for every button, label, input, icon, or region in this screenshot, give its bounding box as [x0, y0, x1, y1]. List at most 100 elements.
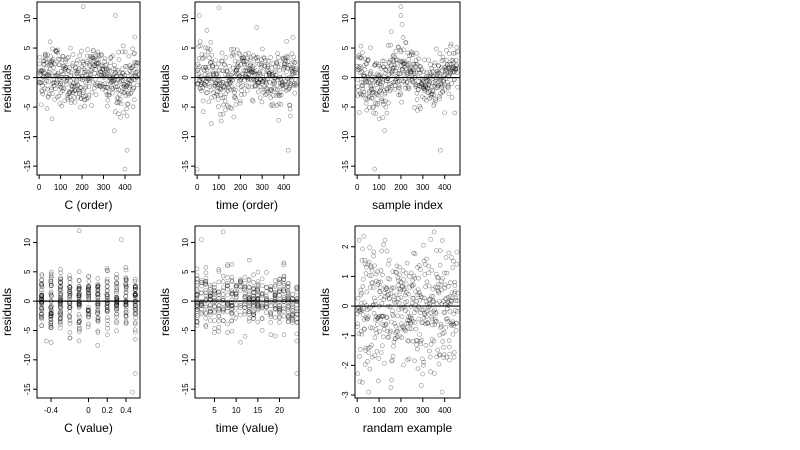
- data-point: [356, 65, 362, 70]
- data-point: [442, 110, 447, 116]
- data-point: [71, 76, 76, 82]
- data-point: [89, 103, 94, 108]
- data-point: [104, 85, 110, 90]
- data-point: [412, 275, 418, 281]
- x-axis-title: randam example: [363, 421, 453, 435]
- data-point: [384, 78, 389, 83]
- data-point: [194, 293, 200, 298]
- data-point: [255, 303, 261, 308]
- data-point: [386, 257, 392, 263]
- data-point: [58, 284, 64, 289]
- data-point: [422, 83, 428, 88]
- data-point: [225, 82, 231, 87]
- data-point: [434, 301, 440, 307]
- data-point: [133, 310, 138, 316]
- data-point: [58, 291, 63, 296]
- data-point: [434, 68, 440, 74]
- data-point: [281, 281, 287, 286]
- data-point: [88, 56, 94, 62]
- data-point: [240, 71, 246, 77]
- data-point: [125, 101, 131, 107]
- data-point: [259, 291, 265, 297]
- data-point: [238, 283, 243, 288]
- data-point: [238, 279, 243, 284]
- data-point: [128, 90, 134, 96]
- data-point: [230, 65, 236, 71]
- data-point: [64, 55, 70, 61]
- data-point: [431, 299, 437, 305]
- data-point: [199, 307, 204, 312]
- data-point: [378, 85, 384, 90]
- data-point: [227, 63, 232, 69]
- data-points: [354, 4, 460, 172]
- data-point: [72, 99, 78, 105]
- data-point: [398, 295, 404, 300]
- data-point: [211, 82, 217, 87]
- data-point: [442, 87, 448, 93]
- data-point: [212, 290, 217, 296]
- data-point: [276, 55, 281, 60]
- data-point: [383, 284, 388, 290]
- data-point: [92, 71, 98, 76]
- data-point: [251, 311, 256, 317]
- data-point: [240, 55, 245, 61]
- data-point: [389, 377, 394, 383]
- data-point: [406, 85, 412, 91]
- data-point: [76, 312, 82, 317]
- data-point: [423, 74, 429, 80]
- data-point: [37, 61, 42, 67]
- data-point: [58, 280, 63, 285]
- data-point: [216, 295, 222, 301]
- data-point: [443, 67, 449, 73]
- data-point: [114, 87, 119, 93]
- data-point: [220, 58, 225, 64]
- data-point: [86, 285, 91, 290]
- data-point: [262, 87, 267, 93]
- data-point: [86, 84, 92, 89]
- data-point: [49, 59, 55, 64]
- data-point: [41, 61, 47, 67]
- data-point: [370, 354, 375, 360]
- data-point: [194, 292, 200, 298]
- data-point: [290, 315, 295, 321]
- data-point: [67, 284, 72, 290]
- data-point: [294, 302, 300, 308]
- data-point: [362, 74, 367, 79]
- data-point: [436, 82, 441, 88]
- data-point: [104, 287, 110, 293]
- data-point: [386, 85, 392, 90]
- data-point: [87, 54, 93, 59]
- data-point: [294, 285, 299, 291]
- data-point: [415, 87, 421, 92]
- data-point: [47, 66, 53, 72]
- data-point: [368, 70, 373, 76]
- data-point: [213, 81, 219, 86]
- data-point: [369, 267, 375, 273]
- data-point: [402, 64, 408, 70]
- data-point: [242, 284, 248, 290]
- data-point: [67, 289, 72, 295]
- data-point: [403, 40, 409, 45]
- data-point: [114, 95, 120, 101]
- data-point: [95, 319, 101, 324]
- data-point: [439, 301, 445, 307]
- data-point: [434, 72, 440, 77]
- y-tick-label: 5: [23, 45, 32, 50]
- data-point: [53, 80, 59, 86]
- x-tick-label: 100: [372, 406, 386, 415]
- x-tick-label: 200: [394, 406, 408, 415]
- data-point: [384, 76, 390, 82]
- data-point: [212, 326, 217, 331]
- data-point: [194, 291, 200, 297]
- data-point: [132, 59, 137, 65]
- data-point: [279, 80, 285, 85]
- data-point: [438, 282, 444, 288]
- data-point: [39, 312, 44, 317]
- data-point: [121, 83, 126, 89]
- data-point: [354, 311, 360, 317]
- data-point: [39, 290, 45, 296]
- data-point: [111, 77, 117, 83]
- data-point: [280, 56, 286, 62]
- data-point: [215, 78, 221, 83]
- data-point: [268, 55, 273, 60]
